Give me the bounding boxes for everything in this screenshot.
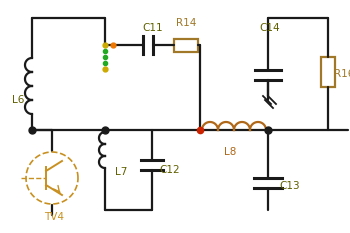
Bar xyxy=(174,38,198,51)
Text: L6: L6 xyxy=(12,95,24,105)
Text: R16: R16 xyxy=(334,69,350,79)
Text: L7: L7 xyxy=(115,167,127,177)
Text: C12: C12 xyxy=(160,165,180,175)
Text: C11: C11 xyxy=(143,23,163,33)
Text: TV4: TV4 xyxy=(44,212,64,222)
Text: C13: C13 xyxy=(280,181,300,191)
Text: L8: L8 xyxy=(224,147,236,157)
Text: R14: R14 xyxy=(176,18,196,28)
Text: C14: C14 xyxy=(260,23,280,33)
Bar xyxy=(321,57,335,87)
